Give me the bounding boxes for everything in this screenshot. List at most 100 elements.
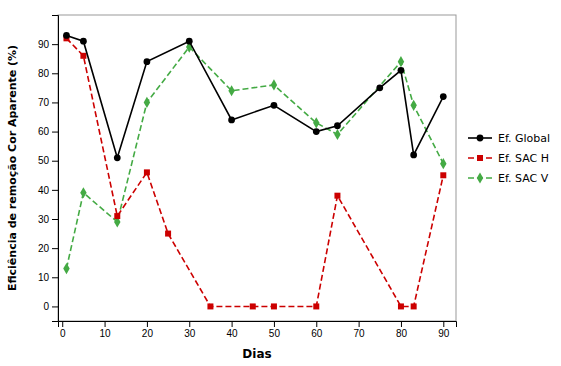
tick: 30 xyxy=(184,321,196,339)
legend-label: Ef. Global xyxy=(498,132,550,145)
tick-label: 0 xyxy=(43,301,49,312)
point xyxy=(410,152,417,159)
tick: 70 xyxy=(38,97,58,108)
point xyxy=(410,100,416,111)
point xyxy=(376,84,383,91)
tick-mark xyxy=(52,219,58,220)
x-axis: 0 10 20 30 40 50 60 70 80 90 xyxy=(59,321,457,339)
point xyxy=(165,231,171,237)
tick-label: 10 xyxy=(38,272,50,283)
point xyxy=(440,93,447,100)
tick-mark xyxy=(189,321,190,327)
series xyxy=(63,35,446,309)
point xyxy=(63,263,69,274)
point xyxy=(313,117,319,128)
point xyxy=(398,303,404,309)
point xyxy=(207,303,213,309)
point xyxy=(114,154,121,161)
tick-mark xyxy=(359,321,360,327)
tick-mark xyxy=(52,161,58,162)
point xyxy=(144,58,151,65)
legend-item: Ef. Global xyxy=(468,132,550,145)
tick-label: 50 xyxy=(269,328,281,339)
point xyxy=(440,158,446,169)
tick-mark xyxy=(52,248,58,249)
tick: 80 xyxy=(396,321,408,339)
x-axis-title: Dias xyxy=(242,347,271,361)
tick: 20 xyxy=(142,321,154,339)
tick-label: 30 xyxy=(38,214,50,225)
line xyxy=(66,47,443,268)
tick-label: 60 xyxy=(311,328,323,339)
tick: 70 xyxy=(354,321,366,339)
tick-mark xyxy=(52,44,58,45)
series xyxy=(63,41,446,274)
tick-label: 30 xyxy=(184,328,196,339)
series xyxy=(63,32,447,161)
point xyxy=(80,53,86,59)
point xyxy=(334,193,340,199)
line xyxy=(66,35,443,157)
tick-mark xyxy=(52,132,58,133)
y-axis-title: Eficiência de remoção Cor Aparente (%) xyxy=(6,45,19,291)
point xyxy=(271,79,277,90)
tick: 90 xyxy=(438,321,450,339)
tick: 60 xyxy=(311,321,323,339)
point xyxy=(334,122,341,129)
point xyxy=(80,187,86,198)
tick-label: 70 xyxy=(38,97,50,108)
point xyxy=(63,32,70,39)
point xyxy=(271,102,278,109)
tick-label: 90 xyxy=(438,328,450,339)
tick: 30 xyxy=(38,214,58,225)
tick-label: 80 xyxy=(38,68,50,79)
tick: 0 xyxy=(43,301,58,312)
point xyxy=(228,85,234,96)
tick: 10 xyxy=(100,321,112,339)
plot-frame xyxy=(58,15,456,321)
axis-line xyxy=(59,322,457,328)
axis-line xyxy=(52,16,59,322)
legend-symbol xyxy=(477,155,483,161)
point xyxy=(271,303,277,309)
tick-label: 10 xyxy=(100,328,112,339)
legend-label: Ef. SAC V xyxy=(498,172,549,185)
tick-mark xyxy=(147,321,148,327)
tick-mark xyxy=(52,306,58,307)
tick: 90 xyxy=(38,39,58,50)
tick-mark xyxy=(443,321,444,327)
point xyxy=(440,172,446,178)
point xyxy=(114,213,120,219)
marks xyxy=(63,32,447,309)
tick-label: 40 xyxy=(38,185,50,196)
tick-mark xyxy=(52,102,58,103)
point xyxy=(398,67,405,74)
tick-label: 20 xyxy=(142,328,154,339)
tick-label: 70 xyxy=(354,328,366,339)
tick: 80 xyxy=(38,68,58,79)
tick-mark xyxy=(105,321,106,327)
y-axis: 0 10 20 30 40 50 60 70 80 90 xyxy=(38,16,59,322)
legend: Ef. Global Ef. SAC H Ef. SAC V xyxy=(468,132,550,185)
tick-mark xyxy=(52,277,58,278)
legend-item: Ef. SAC H xyxy=(468,152,549,165)
point xyxy=(398,56,404,67)
point xyxy=(144,97,150,108)
legend-symbol xyxy=(477,172,483,183)
tick-label: 90 xyxy=(38,39,50,50)
tick-mark xyxy=(62,321,63,327)
point xyxy=(411,303,417,309)
line xyxy=(66,38,443,306)
tick-label: 80 xyxy=(396,328,408,339)
tick-label: 60 xyxy=(38,126,50,137)
tick: 50 xyxy=(38,155,58,166)
legend-item: Ef. SAC V xyxy=(468,172,549,185)
tick-label: 20 xyxy=(38,243,50,254)
tick-mark xyxy=(316,321,317,327)
point xyxy=(228,117,235,124)
point xyxy=(250,303,256,309)
tick-label: 40 xyxy=(227,328,239,339)
chart: 0 10 20 30 40 50 60 70 80 90 0 10 20 30 40 50 60 70 80 90 Di… xyxy=(0,0,561,366)
tick: 0 xyxy=(60,321,66,339)
point xyxy=(186,38,193,45)
